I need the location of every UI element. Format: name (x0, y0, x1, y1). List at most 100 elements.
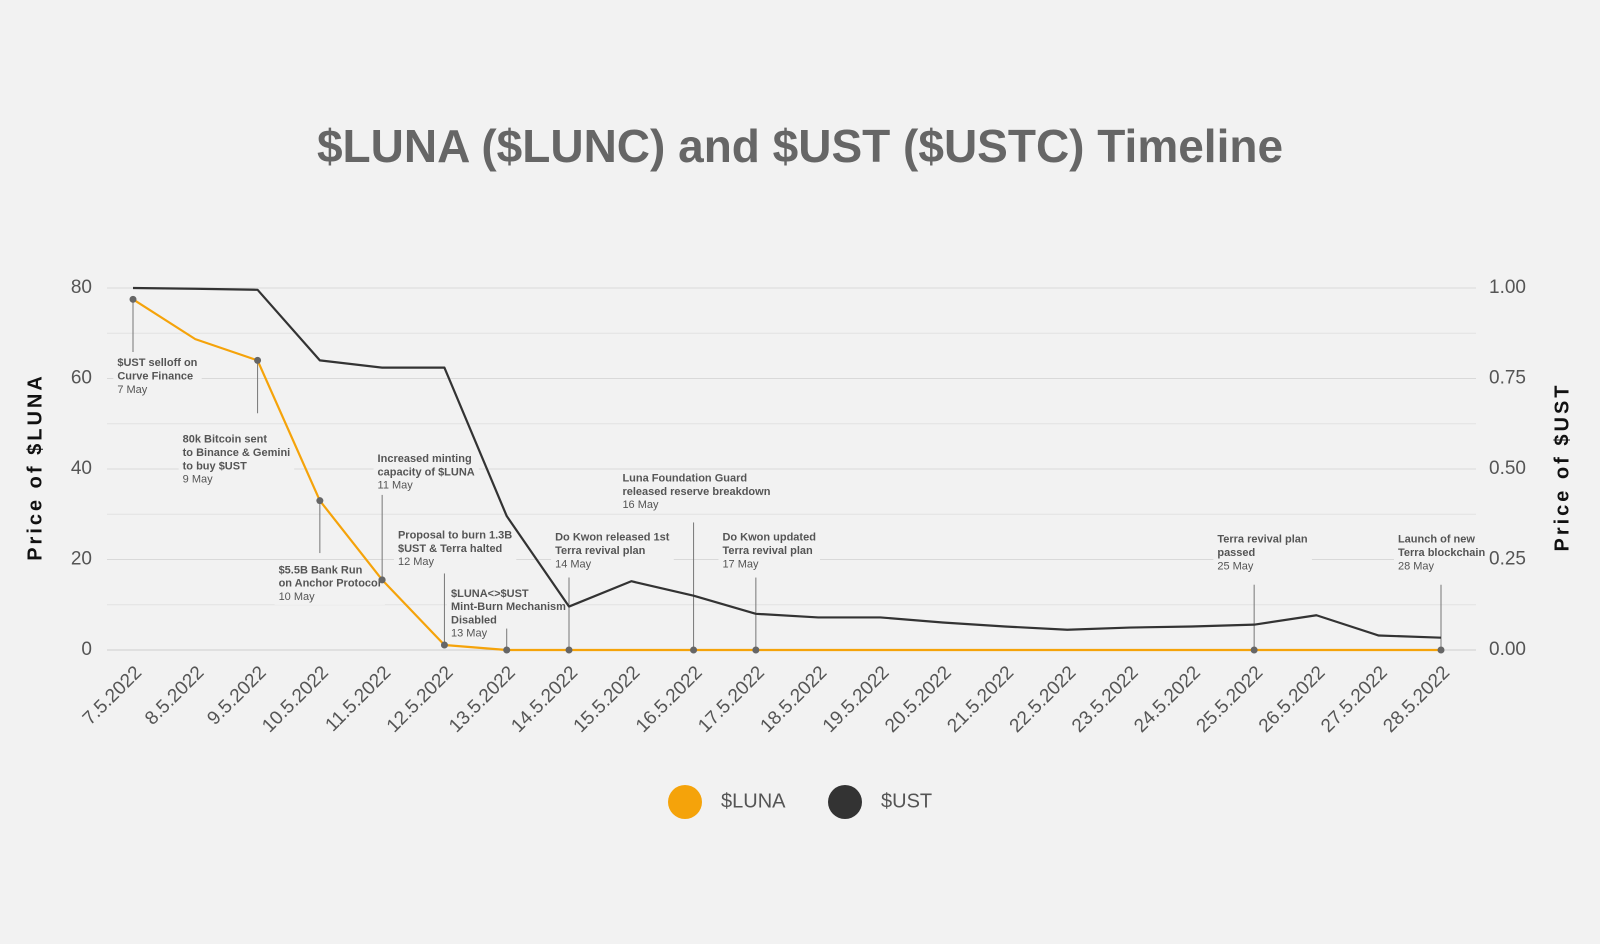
annotation-line: Do Kwon updated (722, 532, 816, 544)
x-tick-label: 28.5.2022 (1379, 662, 1454, 737)
annotation-line: Mint-Burn Mechanism (451, 601, 566, 613)
annotation-background (274, 562, 385, 605)
legend-label: $LUNA (721, 790, 786, 812)
y-tick-label: 0 (81, 639, 92, 660)
x-tick-label: 8.5.2022 (141, 662, 208, 729)
y-tick-label: 60 (71, 368, 92, 389)
y-tick-label: 20 (71, 549, 92, 570)
x-tick-label: 20.5.2022 (881, 662, 956, 737)
event-marker (1250, 646, 1258, 654)
annotation-line: Terra revival plan (722, 545, 813, 557)
x-tick-label: 27.5.2022 (1317, 662, 1392, 737)
x-tick-label: 22.5.2022 (1006, 662, 1081, 737)
annotation-line: Curve Finance (117, 370, 193, 382)
y2-tick-label: 0.00 (1489, 639, 1526, 660)
annotation: Luna Foundation Guard released reserve br… (618, 470, 775, 650)
annotation-line: $LUNA<>$UST (451, 588, 529, 600)
x-tick-label: 23.5.2022 (1068, 662, 1143, 737)
annotation-date: 12 May (398, 556, 435, 568)
event-marker (378, 576, 386, 584)
legend-label: $UST (881, 790, 932, 812)
annotation-line: Luna Foundation Guard (622, 472, 747, 484)
y2-axis-title: Price of $UST (1551, 382, 1573, 551)
annotation-line: released reserve breakdown (622, 486, 770, 498)
y-tick-label: 80 (71, 277, 92, 298)
y-axis-title: Price of $LUNA (24, 373, 46, 561)
annotation-date: 13 May (451, 628, 488, 640)
annotation-line: passed (1217, 547, 1255, 559)
event-marker (254, 356, 262, 364)
legend-swatch (668, 785, 702, 819)
annotation-date: 28 May (1398, 560, 1435, 572)
annotation-background (178, 431, 295, 488)
x-tick-label: 16.5.2022 (632, 662, 707, 737)
event-marker (752, 646, 760, 654)
annotation-date: 7 May (117, 384, 147, 396)
annotation-line: Terra revival plan (555, 545, 646, 557)
annotation: Proposal to burn 1.3B$UST & Terra halted… (393, 527, 517, 646)
y2-tick-label: 1.00 (1489, 277, 1526, 298)
annotation-line: on Anchor Protocol (279, 578, 381, 590)
annotation-date: 14 May (555, 558, 592, 570)
annotation-line: 80k Bitcoin sent (183, 434, 268, 446)
legend-swatch (828, 785, 862, 819)
event-marker (316, 497, 324, 505)
x-tick-label: 13.5.2022 (445, 662, 520, 737)
annotation-background (447, 585, 571, 642)
annotation-background (393, 527, 517, 571)
event-marker (129, 295, 137, 303)
event-marker (503, 646, 511, 654)
annotation-line: Proposal to burn 1.3B (398, 530, 512, 542)
series-line (132, 286, 1442, 639)
series-line (132, 298, 1441, 652)
event-marker (690, 646, 698, 654)
annotation-line: Launch of new (1398, 534, 1475, 546)
x-tick-label: 18.5.2022 (757, 662, 832, 737)
annotation-date: 11 May (378, 480, 414, 492)
x-tick-label: 14.5.2022 (507, 662, 582, 737)
x-tick-label: 17.5.2022 (694, 662, 769, 737)
x-tick-label: 26.5.2022 (1255, 662, 1330, 737)
annotation-date: 16 May (622, 499, 659, 511)
annotation-line: Terra blockchain (1398, 547, 1485, 559)
annotation-text: Proposal to burn 1.3B$UST & Terra halted… (398, 530, 512, 569)
chart-title: $LUNA ($LUNC) and $UST ($USTC) Timeline (317, 120, 1283, 172)
annotation-line: capacity of $LUNA (378, 466, 475, 478)
x-tick-label: 24.5.2022 (1130, 662, 1205, 737)
annotation-line: Disabled (451, 614, 497, 626)
x-tick-label: 12.5.2022 (383, 662, 458, 737)
annotation-line: Terra revival plan (1217, 534, 1308, 546)
annotation-background (618, 470, 775, 514)
y2-tick-label: 0.50 (1489, 458, 1526, 479)
x-tick-label: 19.5.2022 (819, 662, 894, 737)
annotation-text: Luna Foundation Guard released reserve br… (622, 472, 770, 511)
x-tick-label: 10.5.2022 (258, 662, 333, 737)
annotation-background (1393, 531, 1490, 575)
annotation-date: 10 May (279, 591, 316, 603)
annotation-date: 9 May (183, 474, 213, 486)
x-tick-label: 21.5.2022 (943, 662, 1018, 737)
x-tick-label: 11.5.2022 (322, 662, 396, 736)
y2-tick-label: 0.25 (1489, 549, 1526, 570)
annotation-date: 17 May (722, 558, 759, 570)
annotation-background (718, 529, 820, 573)
annotation-line: Do Kwon released 1st (555, 532, 670, 544)
annotation-line: to Binance & Gemini (183, 447, 291, 459)
